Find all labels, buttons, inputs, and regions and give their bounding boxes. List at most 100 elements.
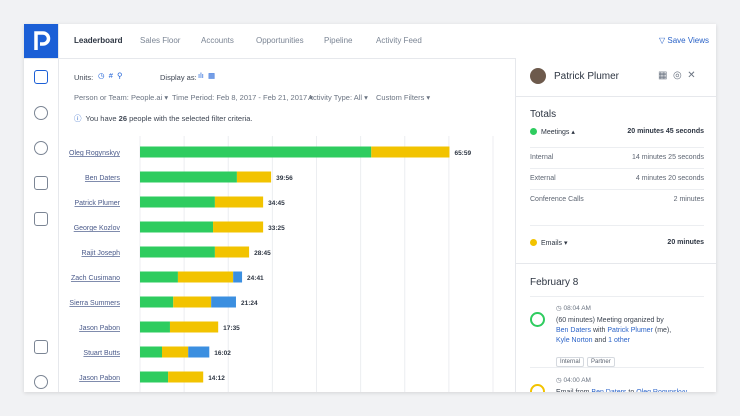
person-name[interactable]: Ben Daters: [85, 175, 121, 182]
event-part[interactable]: Patrick Plumer: [607, 327, 653, 334]
event-time: ◷ 04:00 AM: [556, 377, 591, 384]
meetings-label: Meetings: [541, 129, 570, 136]
bar-segment: [177, 271, 234, 283]
bus-icon[interactable]: [34, 340, 48, 354]
settings-icon[interactable]: [34, 141, 48, 155]
person-name[interactable]: Jason Pabon: [79, 325, 120, 332]
bar-segment: [211, 296, 236, 308]
bar-segment: [233, 271, 243, 283]
filter[interactable]: Person or Team: People.ai ▾: [74, 93, 169, 102]
person-name[interactable]: George Kozlov: [74, 225, 121, 232]
divider: [24, 58, 515, 59]
display-label: Display as:: [160, 73, 197, 82]
tag: Internal: [556, 357, 585, 367]
info-prefix: You have: [85, 114, 117, 123]
filter-text: Custom Filters: [376, 93, 425, 102]
person-name[interactable]: Oleg Rogynskyy: [69, 150, 120, 157]
time: 08:04 AM: [563, 305, 591, 312]
tab[interactable]: Opportunities: [256, 36, 304, 45]
person-name[interactable]: Rajit Joseph: [81, 250, 120, 257]
total-label: 34:45: [268, 200, 285, 207]
totals-title: Totals: [530, 109, 557, 120]
tab[interactable]: Pipeline: [324, 36, 353, 45]
emails-label: Emails: [541, 240, 563, 247]
bar-segment: [168, 371, 204, 383]
tab[interactable]: Sales Floor: [140, 36, 181, 45]
bar-segment: [140, 146, 372, 158]
person-name[interactable]: Stuart Butts: [83, 350, 120, 357]
meetings-row: Meetings ▴ 20 minutes 45 seconds: [530, 128, 704, 136]
event-part[interactable]: Ben Daters: [556, 327, 592, 334]
bar-segment: [214, 196, 264, 208]
time: 04:00 AM: [563, 377, 591, 384]
bar-segment: [140, 171, 237, 183]
total-label: 16:02: [214, 350, 231, 357]
person-name[interactable]: Jason Pabon: [79, 375, 120, 382]
panel-actions[interactable]: ▦ ◎ ✕: [658, 70, 696, 81]
date: February 8: [530, 277, 579, 288]
person-name[interactable]: Sierra Summers: [69, 300, 120, 307]
unit-time[interactable]: ◷ # ⚲: [98, 71, 123, 80]
event-part: and: [594, 337, 607, 344]
tab[interactable]: Leaderboard: [74, 36, 123, 45]
event-icon: [530, 312, 545, 327]
event-part[interactable]: Kyle Norton: [556, 337, 593, 344]
leaderboard-chart: Oleg Rogynskyy 65:59 Ben Daters 39:56 Patric…: [69, 136, 494, 392]
divider: [516, 96, 716, 97]
filter[interactable]: Activity Type: All ▾: [308, 93, 368, 102]
breakdown-row: External 4 minutes 20 seconds: [530, 175, 704, 182]
total-label: 17:35: [223, 325, 240, 332]
feed-icon[interactable]: [34, 176, 48, 190]
help-icon[interactable]: [34, 375, 48, 389]
display-options[interactable]: ılı ▦: [198, 71, 216, 80]
breakdown-label: Conference Calls: [530, 196, 584, 203]
person-name[interactable]: Patrick Plumer: [74, 200, 120, 207]
bar-segment: [169, 321, 219, 333]
total-label: 21:24: [241, 300, 258, 307]
event-time: ◷ 08:04 AM: [556, 305, 591, 312]
bar-segment: [162, 346, 189, 358]
event-part: with: [592, 327, 606, 334]
breakdown-value: 14 minutes 25 seconds: [632, 154, 704, 161]
total-label: 33:25: [268, 225, 285, 232]
nav-icon[interactable]: [34, 106, 48, 120]
divider: [530, 367, 704, 368]
event-part[interactable]: Oleg Rogynskyy: [636, 389, 687, 392]
logo[interactable]: [24, 24, 58, 58]
bar-segment: [140, 371, 169, 383]
event-body: Email from Ben Daters to Oleg Rogynskyy: [556, 388, 706, 392]
divider: [530, 189, 704, 190]
app: ▽ Save Views Units: ◷ # ⚲ Display as: ıl…: [24, 24, 716, 392]
bar-segment: [140, 346, 163, 358]
total-label: 28:45: [254, 250, 271, 257]
total-label: 39:56: [276, 175, 293, 182]
divider: [530, 168, 704, 169]
info: ⓘ You have 26 people with the selected f…: [74, 114, 253, 123]
tab[interactable]: Activity Feed: [376, 36, 422, 45]
save-views[interactable]: ▽ Save Views: [659, 36, 710, 45]
filter[interactable]: Time Period: Feb 8, 2017 - Feb 21, 2017 …: [172, 93, 314, 102]
event-part[interactable]: 1 other: [608, 337, 630, 344]
bar-segment: [213, 221, 264, 233]
bar-segment: [140, 246, 215, 258]
tags: Internal Partner: [556, 350, 618, 368]
bar-segment: [140, 321, 170, 333]
person-name: Patrick Plumer: [554, 71, 620, 82]
bar-segment: [140, 221, 214, 233]
bar-segment: [173, 296, 212, 308]
tab[interactable]: Accounts: [201, 36, 234, 45]
bar-segment: [140, 271, 178, 283]
event-part: to: [628, 389, 634, 392]
divider: [516, 263, 716, 264]
tag: Partner: [587, 357, 615, 367]
grid-icon[interactable]: [34, 212, 48, 226]
event-icon: [530, 384, 545, 392]
total-label: 65:59: [454, 150, 471, 157]
save-views-text: Save Views: [667, 36, 710, 45]
filter[interactable]: Custom Filters ▾: [376, 93, 431, 102]
person-name[interactable]: Zach Cusimano: [71, 275, 120, 282]
event-part[interactable]: Ben Daters: [591, 389, 626, 392]
leaderboard-icon[interactable]: [34, 70, 48, 84]
breakdown-value: 2 minutes: [673, 196, 704, 203]
